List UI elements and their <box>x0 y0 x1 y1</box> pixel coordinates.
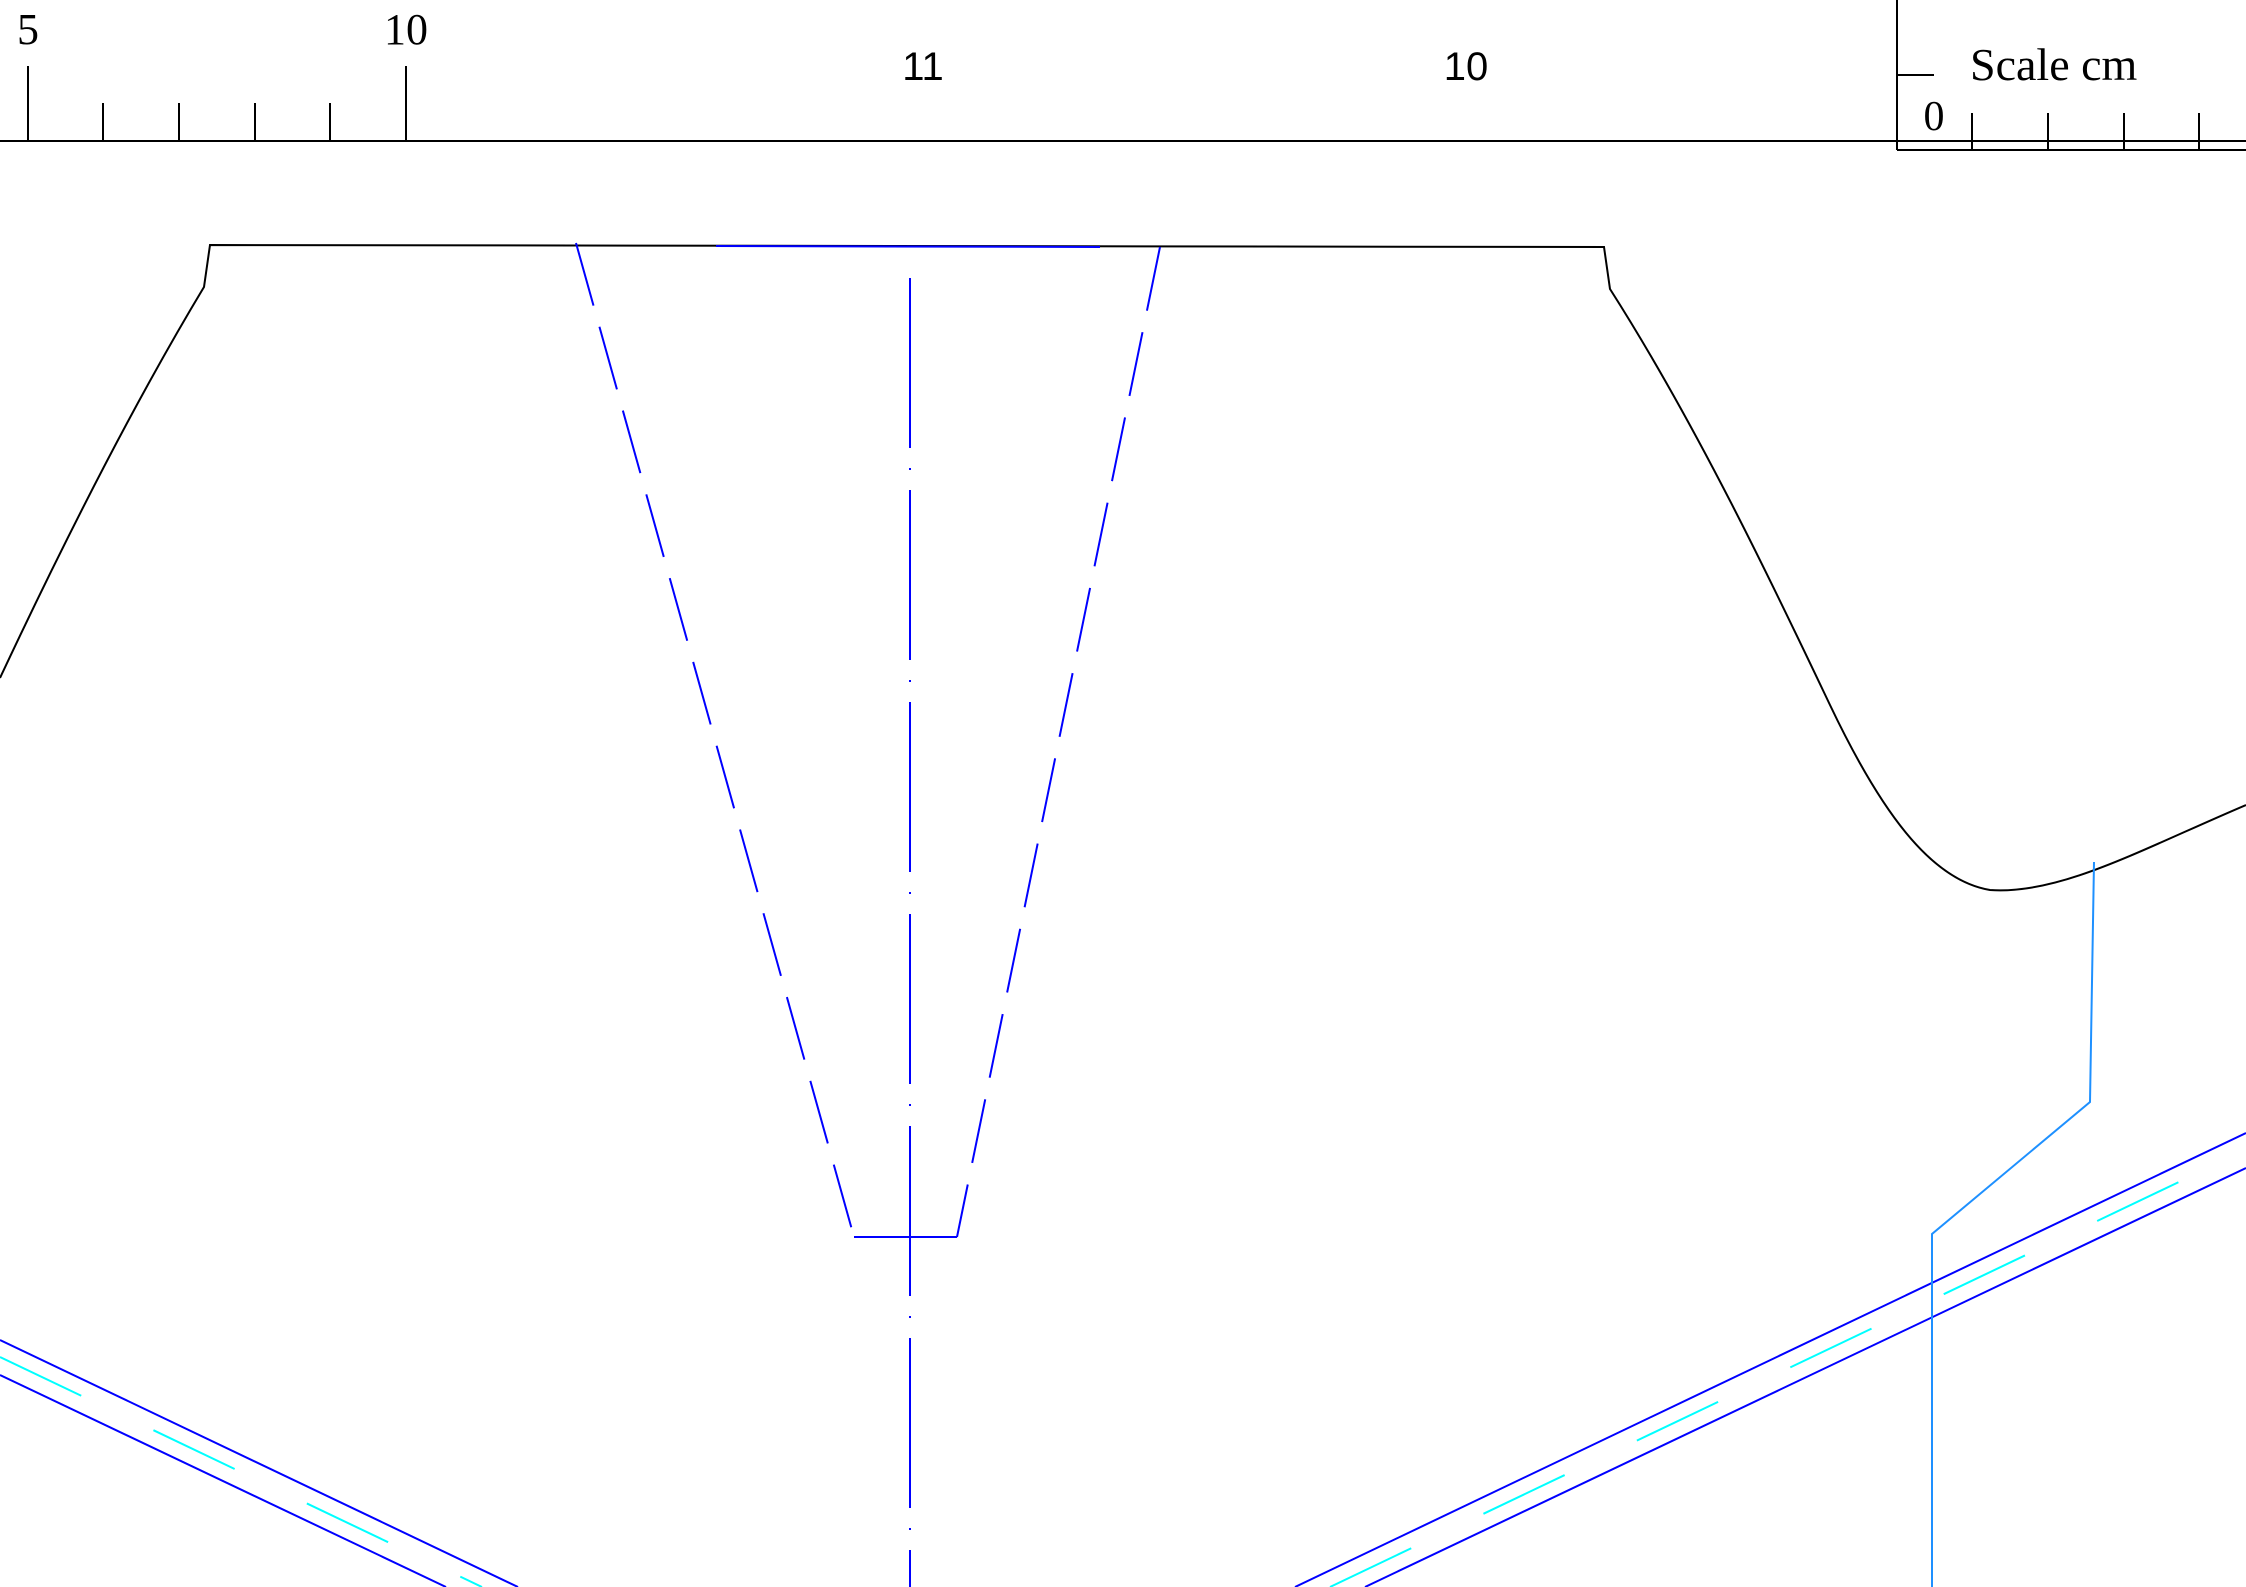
hidden-line-right <box>956 246 1161 1238</box>
dimension-label-right: 10 <box>1444 45 1489 89</box>
part-outline <box>0 243 2246 892</box>
scale-bar <box>1896 0 2246 151</box>
scale-bar-zero: 0 <box>1924 94 1945 140</box>
section-lines-right <box>1294 1132 2246 1587</box>
section-line <box>1294 1132 2246 1587</box>
left-ruler <box>27 66 407 141</box>
hidden-top-segment <box>715 245 1101 248</box>
aux-line <box>0 1356 483 1587</box>
section-line <box>0 1339 519 1587</box>
ruler-label-start: 5 <box>17 5 39 54</box>
aux-line <box>1329 1149 2246 1587</box>
scale-bar-title: Scale cm <box>1970 39 2138 90</box>
section-lines-left <box>0 1339 519 1587</box>
section-line <box>1364 1167 2246 1587</box>
leader-line <box>1931 861 2095 1587</box>
hidden-taper <box>575 242 1161 1238</box>
section-line <box>0 1374 447 1587</box>
dimension-label-center: 11 <box>902 45 944 89</box>
ruler-label-end: 10 <box>384 5 428 54</box>
hidden-line-left <box>575 242 855 1238</box>
